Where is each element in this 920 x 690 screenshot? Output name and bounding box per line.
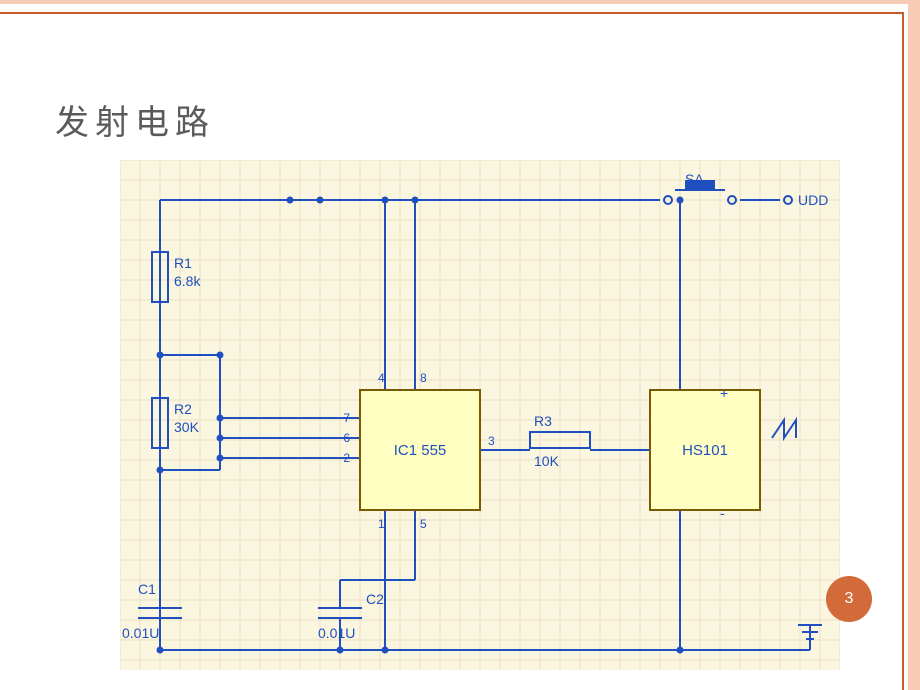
- svg-text:6.8k: 6.8k: [174, 273, 201, 289]
- svg-text:2: 2: [343, 451, 350, 465]
- svg-text:7: 7: [343, 411, 350, 425]
- svg-text:R2: R2: [174, 401, 192, 417]
- svg-text:4: 4: [378, 371, 385, 385]
- svg-text:30K: 30K: [174, 419, 200, 435]
- svg-text:6: 6: [343, 431, 350, 445]
- svg-text:0.01U: 0.01U: [122, 625, 159, 641]
- svg-text:5: 5: [420, 517, 427, 531]
- svg-text:-: -: [720, 505, 725, 521]
- svg-text:0.01U: 0.01U: [318, 625, 355, 641]
- svg-text:R1: R1: [174, 255, 192, 271]
- page-number: 3: [845, 590, 854, 608]
- svg-text:10K: 10K: [534, 453, 560, 469]
- svg-text:R3: R3: [534, 413, 552, 429]
- svg-text:C2: C2: [366, 591, 384, 607]
- slide-title: 发射电路: [55, 95, 215, 144]
- svg-text:8: 8: [420, 371, 427, 385]
- svg-text:1: 1: [378, 517, 385, 531]
- svg-text:IC1 555: IC1 555: [394, 442, 447, 459]
- svg-text:C1: C1: [138, 581, 156, 597]
- circuit-diagram: R1 6.8k R2 30K R3 10K C1 0.01U C2 0.01U IC1 555 HS1…: [120, 160, 840, 670]
- svg-text:3: 3: [488, 434, 495, 448]
- svg-text:UDD: UDD: [798, 192, 828, 208]
- page-number-badge: 3: [826, 576, 872, 622]
- svg-text:HS101: HS101: [682, 442, 728, 459]
- svg-text:+: +: [720, 385, 728, 401]
